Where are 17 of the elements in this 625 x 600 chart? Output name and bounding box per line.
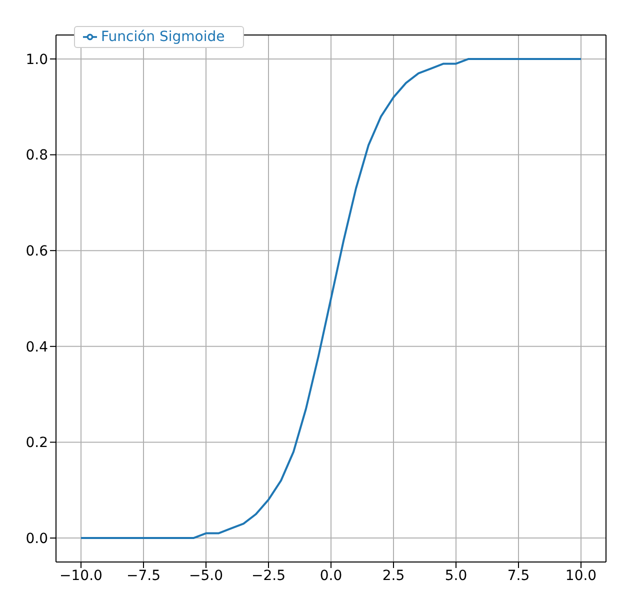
x-tick-label: −2.5 [252,568,286,584]
y-tick-label: 0.8 [26,148,48,164]
x-tick-label: 5.0 [444,568,468,584]
y-tick-label: 0.0 [26,531,48,548]
legend-label: Función Sigmoide [101,29,225,45]
x-tick-label: 7.5 [507,568,530,584]
y-tick-label: 0.6 [26,244,48,260]
x-tick-label: 10.0 [565,568,597,584]
line-series [80,58,582,540]
x-tick-label: 0.0 [320,568,342,584]
x-tick-label: −5.0 [189,568,223,584]
y-tick-label: 0.2 [26,435,48,452]
x-tick-label: 2.5 [382,568,405,584]
x-tick-label: −7.5 [126,568,160,584]
y-tick-label: 1.0 [26,52,48,68]
x-tick-label: −10.0 [60,568,102,584]
y-tick-label: 0.4 [26,339,48,356]
